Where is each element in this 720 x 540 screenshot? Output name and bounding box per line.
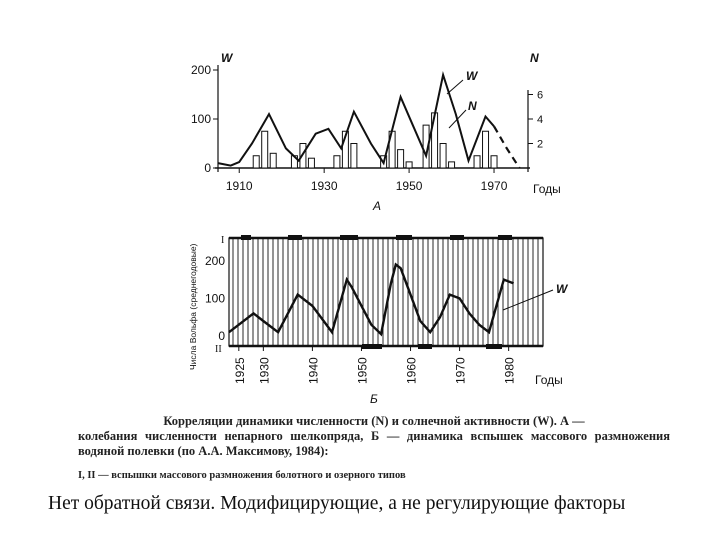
panel-a-x-tick-label: 1970 bbox=[481, 179, 508, 193]
panel-b-y-tick-bg bbox=[200, 328, 227, 340]
panel-b-label: Б bbox=[370, 392, 378, 406]
panel-a-y-label: W bbox=[221, 51, 234, 65]
panel-b-y-tick-bg bbox=[200, 252, 227, 265]
outbreak-i-mark bbox=[450, 235, 464, 240]
panel-b-x-tick-label: 1960 bbox=[405, 357, 419, 384]
panel-b-y-tick-label: 100 bbox=[205, 291, 225, 305]
panel-b-y-tick-label: 200 bbox=[205, 254, 225, 268]
outbreak-i-mark bbox=[288, 235, 302, 240]
outbreak-i-mark bbox=[340, 235, 358, 240]
panel-b-y-tick-label: 0 bbox=[218, 329, 225, 343]
outbreak-i-mark bbox=[241, 235, 251, 240]
outbreak-ii-mark bbox=[362, 344, 382, 349]
caption-note: I, II — вспышки массового размножения бо… bbox=[78, 470, 406, 481]
panel-b-x-tick-label: 1940 bbox=[306, 357, 320, 384]
panel-a-w-annotation: W bbox=[466, 69, 479, 83]
panel-a-n-bar bbox=[439, 143, 447, 169]
panel-a-n-bar bbox=[261, 130, 269, 169]
panel-a-y-tick-label: 200 bbox=[191, 63, 211, 77]
panel-a-y-tick-label: 100 bbox=[191, 112, 211, 126]
panel-b-x-tick-label: 1930 bbox=[257, 357, 271, 384]
panel-a-n-pointer bbox=[448, 109, 467, 129]
panel-a-x-tick-label: 1950 bbox=[396, 179, 423, 193]
panel-a-n-bar bbox=[252, 155, 260, 169]
outbreak-ii-mark bbox=[418, 344, 432, 349]
panel-b-x-tick-label: 1925 bbox=[233, 357, 247, 384]
caption-line-rest: колебания численности непарного шелкопря… bbox=[78, 429, 670, 458]
panel-b-w-annotation: W bbox=[556, 282, 569, 296]
panel-a-n-annotation: N bbox=[468, 99, 477, 113]
panel-b-w-series-line bbox=[228, 262, 515, 337]
panel-a-y-tick-label: 0 bbox=[204, 161, 211, 175]
panel-a-x-tick-label: 1930 bbox=[311, 179, 338, 193]
panel-a-n-bar bbox=[397, 149, 405, 169]
panel-b-w-pointer bbox=[502, 289, 554, 311]
panel-a-n-bar bbox=[350, 143, 358, 169]
panel-a-n-bar bbox=[490, 155, 498, 169]
outbreak-ii-mark bbox=[486, 344, 502, 349]
outbreak-i-mark bbox=[498, 235, 512, 240]
panel-a-n-bar bbox=[341, 130, 349, 169]
panel-b-x-tick-label: 1950 bbox=[355, 357, 369, 384]
panel-a-n-bar bbox=[307, 157, 315, 169]
panel-a-n-bar bbox=[448, 161, 456, 169]
panel-a-n-bar bbox=[473, 155, 481, 169]
figure-caption: Корреляции динамики численности (N) и со… bbox=[78, 414, 670, 459]
panel-b-x-unit-label: Годы bbox=[535, 373, 563, 387]
panel-b-x-tick-label: 1970 bbox=[454, 357, 468, 384]
panel-b: 0 100 200 1925 1930 1940 1950 1960 1970 1980 I II… bbox=[188, 235, 569, 406]
slide-text: Нет обратной связи. Модифицирующие, а не… bbox=[48, 493, 626, 514]
panel-b-outbreaks-ii bbox=[362, 344, 502, 349]
panel-a-n-bar bbox=[333, 155, 341, 169]
panel-a-label: А bbox=[372, 199, 381, 213]
panel-a-w-series-line bbox=[217, 71, 495, 167]
outbreak-i-mark bbox=[396, 235, 412, 240]
panel-a-x-unit-label: Годы bbox=[533, 182, 561, 196]
panel-b-x-tick-label: 1980 bbox=[503, 357, 517, 384]
panel-b-y-label: Числа Вольфа (среднегодовые) bbox=[188, 243, 198, 370]
panel-b-y-tick-bg bbox=[200, 290, 227, 303]
panel-a-n-bar bbox=[269, 152, 277, 169]
panel-a-y2-tick-label: 4 bbox=[537, 114, 543, 126]
panel-a-n-bar bbox=[482, 130, 490, 169]
panel-a-w-pointer bbox=[446, 79, 464, 95]
panel-a-y2-tick-label: 2 bbox=[537, 139, 543, 151]
panel-a-n-bar bbox=[405, 161, 413, 169]
caption-line-1: Корреляции динамики численности (N) и со… bbox=[163, 414, 585, 428]
panel-a-x-tick-label: 1910 bbox=[226, 179, 253, 193]
panel-a-y2-label: N bbox=[530, 51, 539, 65]
panel-a-w-forecast-line bbox=[493, 125, 521, 169]
panel-a-y2-tick-label: 6 bbox=[537, 90, 543, 102]
panel-b-band-i-label: I bbox=[221, 235, 224, 246]
panel-b-band-ii-label: II bbox=[215, 344, 222, 355]
panel-b-outbreaks-i bbox=[241, 235, 512, 240]
